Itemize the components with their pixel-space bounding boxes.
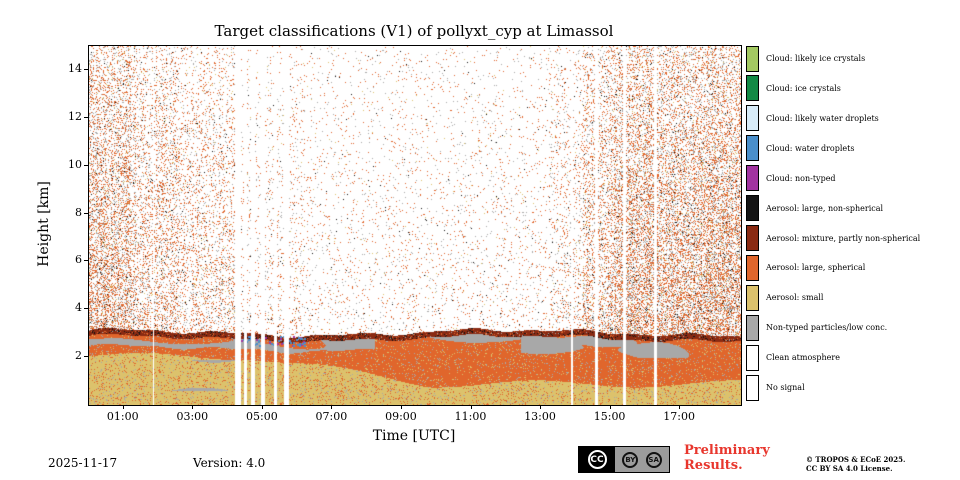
x-tick-mark	[679, 405, 681, 409]
x-tick-label: 17:00	[663, 410, 695, 423]
legend-item: Aerosol: large, non-spherical	[746, 195, 883, 222]
plot-area	[88, 45, 742, 406]
y-tick-mark	[84, 308, 88, 310]
legend: Cloud: likely ice crystals Cloud: ice cry…	[746, 45, 958, 404]
legend-swatch	[746, 165, 759, 192]
cc-icon: CC	[587, 450, 607, 469]
legend-item: Cloud: water droplets	[746, 135, 854, 162]
x-tick-mark	[400, 405, 402, 409]
y-tick-label: 10	[68, 157, 82, 171]
legend-label: Aerosol: large, non-spherical	[766, 203, 884, 213]
legend-swatch	[746, 314, 759, 341]
legend-item: Non-typed particles/low conc.	[746, 314, 887, 341]
plot-canvas	[89, 46, 741, 405]
y-tick-label: 2	[75, 349, 82, 363]
legend-item: Cloud: ice crystals	[746, 75, 841, 102]
legend-label: Cloud: likely ice crystals	[766, 54, 866, 63]
y-tick-mark	[84, 356, 88, 358]
legend-item: Cloud: non-typed	[746, 165, 836, 192]
legend-swatch	[746, 105, 759, 132]
y-tick-label: 4	[75, 301, 82, 315]
legend-label: Aerosol: small	[766, 293, 824, 303]
y-tick-label: 8	[75, 205, 82, 219]
y-tick-mark	[84, 164, 88, 166]
y-tick-label: 14	[68, 61, 82, 75]
legend-swatch	[746, 195, 759, 222]
preliminary-line2: Results.	[684, 457, 743, 473]
x-tick-mark	[192, 405, 194, 409]
x-axis-label: Time [UTC]	[372, 428, 456, 444]
legend-item: No signal	[746, 374, 805, 401]
preliminary-note: Preliminary Results.	[684, 443, 770, 474]
x-tick-label: 01:00	[106, 410, 139, 423]
y-tick-mark	[84, 68, 88, 70]
x-tick-label: 07:00	[315, 410, 348, 423]
cc-sa-icon: SA	[645, 451, 662, 468]
legend-label: No signal	[766, 383, 805, 393]
legend-item: Cloud: likely ice crystals	[746, 45, 865, 72]
legend-swatch	[746, 135, 759, 162]
legend-label: Non-typed particles/low conc.	[766, 323, 888, 333]
legend-swatch	[746, 254, 759, 281]
x-tick-mark	[261, 405, 263, 409]
x-tick-mark	[540, 405, 542, 409]
legend-label: Aerosol: large, spherical	[766, 263, 866, 273]
y-tick-label: 6	[75, 253, 82, 267]
legend-label: Cloud: non-typed	[766, 173, 836, 183]
chart-title: Target classifications (V1) of pollyxt_c…	[214, 22, 614, 40]
copyright-note: © TROPOS & ECoE 2025. CC BY SA 4.0 Licen…	[806, 455, 905, 474]
x-tick-label: 15:00	[593, 410, 626, 423]
copyright-line2: CC BY SA 4.0 License.	[806, 464, 893, 474]
legend-swatch	[746, 225, 759, 251]
x-tick-mark	[470, 405, 472, 409]
y-tick-mark	[84, 260, 88, 262]
x-tick-label: 09:00	[385, 410, 417, 423]
legend-label: Cloud: likely water droplets	[766, 113, 879, 123]
x-tick-mark	[331, 405, 333, 409]
legend-label: Cloud: water droplets	[766, 143, 855, 153]
preliminary-line1: Preliminary	[684, 443, 770, 458]
legend-item: Aerosol: mixture, partly non-spherical	[746, 225, 920, 252]
legend-swatch	[746, 344, 759, 371]
cc-by-sa-panel: BY SA	[615, 447, 669, 472]
cc-by-icon: BY	[622, 451, 639, 468]
footer-version: Version: 4.0	[193, 456, 266, 470]
legend-label: Cloud: ice crystals	[766, 83, 841, 93]
footer-date: 2025-11-17	[48, 456, 118, 470]
x-tick-label: 05:00	[246, 410, 278, 423]
legend-item: Cloud: likely water droplets	[746, 105, 879, 132]
cc-license-badge: CC BY SA	[578, 446, 670, 473]
legend-swatch	[746, 45, 759, 72]
y-tick-label: 12	[68, 109, 82, 123]
copyright-line1: © TROPOS & ECoE 2025.	[806, 455, 906, 464]
legend-label: Aerosol: mixture, partly non-spherical	[766, 233, 921, 243]
legend-swatch	[746, 374, 759, 401]
legend-swatch	[746, 75, 759, 102]
x-tick-mark	[609, 405, 611, 409]
x-tick-label: 13:00	[524, 410, 556, 423]
legend-label: Clean atmosphere	[766, 353, 840, 363]
y-tick-mark	[84, 116, 88, 118]
legend-item: Aerosol: small	[746, 284, 823, 311]
x-tick-label: 03:00	[176, 410, 209, 423]
cc-logo: CC	[579, 447, 615, 472]
x-tick-mark	[122, 405, 124, 409]
legend-swatch	[746, 284, 759, 311]
y-tick-mark	[84, 212, 88, 214]
legend-item: Aerosol: large, spherical	[746, 254, 865, 281]
x-tick-label: 11:00	[454, 410, 487, 423]
legend-item: Clean atmosphere	[746, 344, 840, 371]
